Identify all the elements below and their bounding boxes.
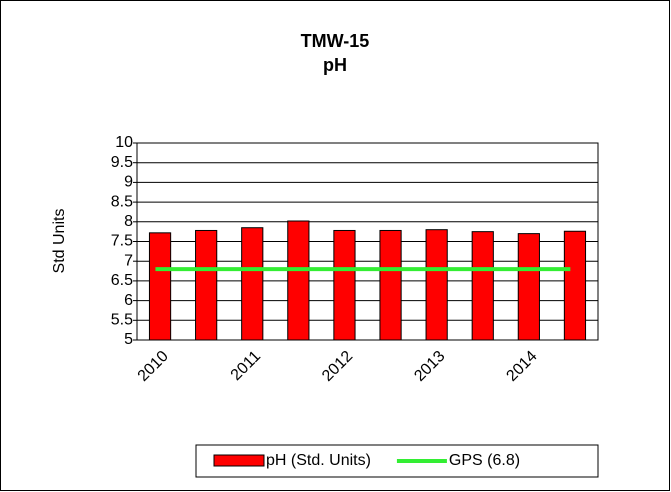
bar (379, 229, 402, 341)
y-tick-label: 9.5 (111, 154, 133, 171)
chart-subtitle: pH (323, 55, 347, 75)
bar (563, 230, 587, 341)
y-tick-label: 5 (124, 331, 133, 348)
y-tick-label: 8 (124, 213, 133, 230)
bar (287, 220, 310, 341)
y-tick-label: 6.5 (111, 272, 133, 289)
y-tick-label: 6 (124, 292, 133, 309)
y-tick-label: 5.5 (111, 312, 133, 329)
legend-label: GPS (6.8) (449, 452, 520, 469)
y-tick-label: 8.5 (111, 193, 133, 210)
y-tick-label: 9 (124, 174, 133, 191)
bar (241, 227, 264, 341)
legend-label: pH (Std. Units) (266, 452, 371, 469)
y-tick-label: 7.5 (111, 233, 133, 250)
y-axis-label: Std Units (51, 209, 68, 274)
plot-border (136, 142, 599, 341)
bar (333, 229, 356, 341)
bar (425, 229, 448, 341)
bar (517, 233, 540, 341)
y-tick-label: 7 (124, 252, 133, 269)
bar (471, 231, 494, 341)
bar (195, 229, 218, 341)
legend-swatch (213, 454, 265, 467)
chart-title: TMW-15 (301, 31, 370, 51)
bar (148, 232, 172, 341)
y-tick-label: 10 (115, 134, 133, 151)
